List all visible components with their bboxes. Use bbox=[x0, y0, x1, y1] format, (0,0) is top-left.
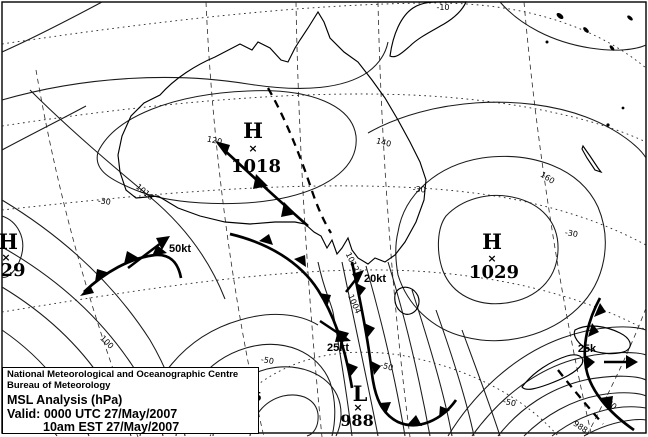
high-east-letter: H bbox=[482, 229, 502, 254]
trough-dashed-southeast bbox=[557, 369, 604, 425]
isobar bbox=[471, 352, 647, 437]
isobar bbox=[411, 289, 453, 437]
cold-front-triangles bbox=[80, 141, 613, 426]
parallel-10s bbox=[1, 2, 647, 69]
wind-arrow-50kt bbox=[127, 242, 162, 269]
high-west-cross-icon: × bbox=[248, 142, 257, 155]
chart-info-box: National Meteorological and Oceanographi… bbox=[2, 367, 259, 434]
isobar bbox=[1, 1, 103, 53]
lon-label-140: 140 bbox=[375, 136, 392, 148]
bureau-line: Bureau of Meteorology bbox=[7, 379, 111, 391]
isobar-988-nz bbox=[583, 419, 647, 437]
high-east-cross-icon: × bbox=[487, 252, 496, 265]
trough-dashed-central bbox=[267, 87, 332, 234]
coastline-new-caledonia bbox=[581, 144, 603, 174]
low-value: 988 bbox=[340, 411, 373, 430]
lon-label-100: 100 bbox=[98, 334, 115, 351]
pressure-systems: H × 1018 H × 1029 H × 29 L × 988 bbox=[0, 118, 519, 430]
meridian-180 bbox=[585, 307, 647, 437]
wind-speed-labels: 50kt 20kt 25kt 25k bbox=[169, 243, 597, 355]
fronts bbox=[80, 141, 635, 432]
lat-label-50s-mid: -50 bbox=[379, 360, 394, 372]
valid-time-utc: Valid: 0000 UTC 27/May/2007 bbox=[7, 406, 178, 421]
coastlines bbox=[117, 1, 633, 390]
trough-lines bbox=[267, 87, 604, 425]
lon-label-160: 160 bbox=[539, 170, 557, 186]
lat-label-50s-east: -50 bbox=[502, 397, 517, 409]
high-edge-letter: H bbox=[0, 229, 18, 254]
valid-time-local: 10am EST 27/May/2007 bbox=[43, 420, 180, 434]
isobar-left-high bbox=[1, 215, 24, 278]
isobar bbox=[1, 41, 389, 101]
isobar bbox=[551, 406, 647, 437]
low-letter: L bbox=[353, 381, 368, 406]
isobar bbox=[1, 105, 87, 151]
isobar-1029-outer bbox=[395, 155, 606, 342]
isobar bbox=[461, 329, 501, 437]
high-edge-value: 29 bbox=[0, 260, 25, 281]
lat-label-30s-east: -30 bbox=[564, 228, 578, 239]
wind-label-20kt: 20kt bbox=[364, 273, 386, 285]
isobar bbox=[523, 392, 647, 437]
arrowhead-icon bbox=[626, 355, 638, 369]
isobar bbox=[447, 326, 647, 437]
isobar bbox=[497, 375, 647, 437]
lat-label-30s-mid: -30 bbox=[412, 185, 426, 195]
small-islands bbox=[545, 12, 633, 127]
isobar bbox=[499, 1, 647, 51]
isobar-1016-high bbox=[96, 90, 357, 205]
lat-label-10s: -10 bbox=[436, 3, 449, 12]
isobar bbox=[435, 309, 475, 437]
arrowhead-icon bbox=[352, 270, 364, 283]
isobar bbox=[387, 261, 431, 437]
cold-front-nz bbox=[583, 297, 635, 432]
isobar-1029-inner bbox=[437, 194, 559, 305]
coastline-nz-north-island bbox=[573, 325, 631, 355]
isobar bbox=[341, 261, 379, 437]
high-edge-cross-icon: × bbox=[1, 251, 10, 264]
coastline-australia bbox=[117, 10, 427, 265]
parallel-30s bbox=[1, 185, 647, 246]
high-west-value: 1018 bbox=[231, 156, 281, 177]
high-east-value: 1029 bbox=[469, 262, 519, 283]
coastline-tasmania bbox=[394, 286, 420, 315]
coastline-nz-south-island bbox=[521, 354, 584, 390]
isobar bbox=[367, 101, 647, 159]
lon-label-120: 120 bbox=[206, 135, 223, 147]
arrowhead-icon bbox=[335, 330, 351, 342]
org-name-line: National Meteorological and Oceanographi… bbox=[7, 369, 239, 380]
lat-label-30s-west: -30 bbox=[97, 196, 111, 207]
wind-label-25k: 25k bbox=[578, 343, 597, 355]
isobar bbox=[249, 394, 319, 437]
high-west-letter: H bbox=[243, 118, 263, 143]
parallel-20s bbox=[1, 93, 647, 143]
meridian-140 bbox=[377, 1, 411, 437]
isobar-label-1012: 1012 bbox=[344, 251, 361, 273]
wind-arrows bbox=[127, 236, 638, 369]
lat-label-50s-west: -50 bbox=[260, 355, 274, 366]
isobar bbox=[365, 265, 406, 437]
cold-front-southern bbox=[350, 261, 458, 427]
wind-label-50kt: 50kt bbox=[169, 243, 191, 255]
cold-front-central bbox=[229, 232, 354, 389]
arrowhead-icon bbox=[156, 236, 170, 250]
graticule-labels: 100 120 140 160 180 -10 -30 -30 -30 -50 … bbox=[97, 3, 618, 411]
lon-label-180: 180 bbox=[601, 395, 618, 412]
product-title: MSL Analysis (hPa) bbox=[7, 393, 123, 407]
coastline-new-guinea bbox=[389, 1, 467, 58]
wind-label-25kt: 25kt bbox=[327, 342, 349, 354]
low-cross-icon: × bbox=[353, 401, 362, 414]
